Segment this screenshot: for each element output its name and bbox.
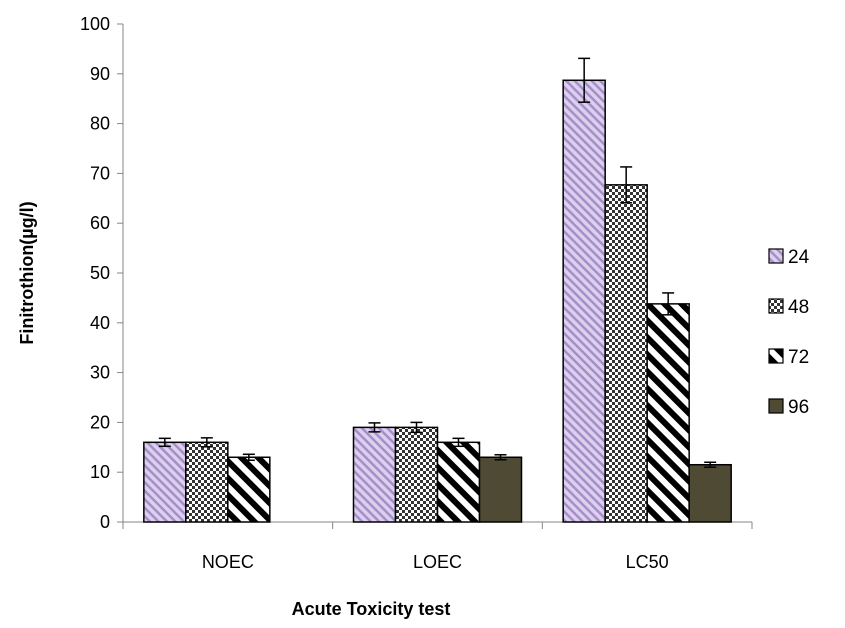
- bar: [604, 184, 648, 523]
- legend-swatch: [768, 298, 784, 314]
- legend-swatch: [768, 398, 784, 414]
- legend-label: 72: [788, 347, 809, 368]
- y-tick-label: 90: [90, 64, 110, 84]
- y-tick-label: 20: [90, 412, 110, 432]
- bar: [227, 456, 271, 523]
- y-tick-label: 40: [90, 313, 110, 333]
- bar: [143, 441, 187, 523]
- y-tick-label: 0: [100, 512, 110, 532]
- y-axis-title: Finitrothion(µg/l): [17, 201, 37, 344]
- bar: [185, 441, 229, 523]
- bar: [394, 426, 439, 523]
- y-tick-label: 100: [80, 14, 110, 34]
- y-tick-label: 30: [90, 363, 110, 383]
- y-tick-label: 50: [90, 263, 110, 283]
- legend-swatch: [768, 348, 784, 364]
- labels: 0 10 20 30 40 50 60 70 80 90 100 NOEC LOEC LC50 Acute …: [17, 14, 669, 619]
- bar: [436, 441, 481, 523]
- y-tick-label: 70: [90, 163, 110, 183]
- bars: [143, 57, 732, 523]
- bar: [562, 79, 606, 523]
- legend-label: 48: [788, 297, 809, 318]
- legend-label: 24: [788, 247, 810, 268]
- legend: 24 48 72 96: [768, 247, 810, 418]
- legend-swatch: [768, 248, 784, 264]
- bar: [478, 456, 523, 523]
- y-tick-label: 10: [90, 462, 110, 482]
- y-tick-label: 80: [90, 114, 110, 134]
- x-tick-label: LC50: [626, 552, 669, 572]
- x-axis-title: Acute Toxicity test: [292, 599, 451, 619]
- bar: [352, 426, 397, 523]
- x-tick-label: NOEC: [202, 552, 254, 572]
- bar: [688, 463, 732, 523]
- bar: [646, 303, 690, 523]
- y-tick-label: 60: [90, 213, 110, 233]
- x-tick-label: LOEC: [413, 552, 462, 572]
- legend-label: 96: [788, 397, 809, 418]
